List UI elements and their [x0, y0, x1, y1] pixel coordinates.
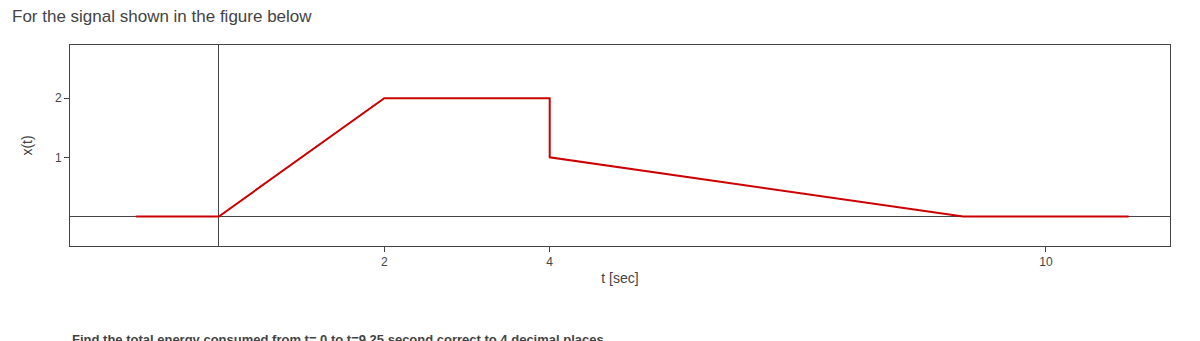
svg-text:For the signal shown in the fi: For the signal shown in the figure below	[12, 7, 312, 26]
svg-text:2: 2	[55, 91, 62, 105]
svg-text:1: 1	[55, 151, 62, 165]
svg-text:Find the total energy consumed: Find the total energy consumed from t= 0…	[72, 332, 604, 341]
svg-text:2: 2	[381, 255, 388, 269]
svg-text:t [sec]: t [sec]	[601, 270, 638, 286]
svg-text:10: 10	[1039, 255, 1053, 269]
svg-text:x(t): x(t)	[19, 135, 35, 155]
svg-text:4: 4	[546, 255, 553, 269]
